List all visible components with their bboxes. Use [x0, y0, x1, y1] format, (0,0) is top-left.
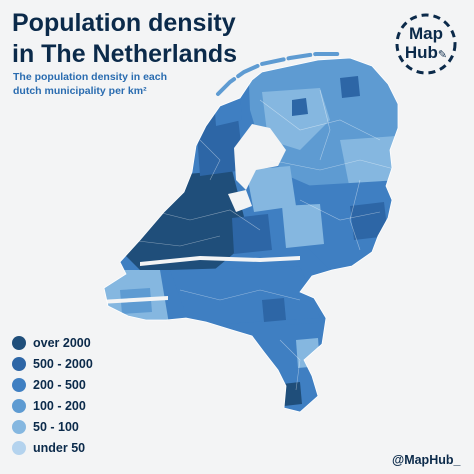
legend-item-200-500: 200 - 500	[12, 374, 93, 395]
legend-swatch	[12, 440, 26, 455]
legend-swatch	[12, 377, 26, 392]
water-markermeer	[228, 190, 252, 212]
logo-line-2-text: Hub	[404, 43, 438, 62]
water-rivers	[140, 256, 300, 266]
logo-text: Map Hub✎	[394, 24, 458, 65]
legend-label: 200 - 500	[33, 377, 86, 392]
legend-label: 500 - 2000	[33, 356, 93, 371]
region-maastricht	[282, 382, 302, 406]
region-veluwe	[282, 204, 324, 248]
legend-item-under-50: under 50	[12, 437, 93, 458]
subtitle-line-1: The population density in each	[13, 71, 168, 83]
legend-swatch	[12, 398, 26, 413]
map-title: Population density in The Netherlands	[12, 8, 237, 70]
legend-swatch	[12, 335, 26, 350]
region-randstad	[110, 170, 250, 270]
legend-label: 100 - 200	[33, 398, 86, 413]
logo-line-2: Hub✎	[394, 43, 458, 65]
legend-item-over-2000: over 2000	[12, 332, 93, 353]
region-twente	[350, 202, 388, 240]
legend-item-500-2000: 500 - 2000	[12, 353, 93, 374]
legend: over 2000 500 - 2000 200 - 500 100 - 200…	[12, 332, 93, 458]
maphub-logo: Map Hub✎	[394, 12, 458, 76]
water-ijsselmeer	[234, 124, 286, 190]
region-groningen-city	[340, 76, 360, 98]
legend-swatch	[12, 419, 26, 434]
credit-handle: @MapHub_	[392, 453, 461, 467]
logo-dashed-circle	[395, 13, 457, 75]
title-line-1: Population density	[12, 9, 236, 37]
region-eindhoven	[262, 298, 286, 322]
legend-item-100-200: 100 - 200	[12, 395, 93, 416]
region-flevoland	[246, 166, 296, 212]
map-subtitle: The population density in each dutch mun…	[13, 70, 167, 98]
legend-label: 50 - 100	[33, 419, 79, 434]
legend-label: over 2000	[33, 335, 91, 350]
subtitle-line-2: dutch municipality per km²	[13, 85, 147, 97]
region-limburg	[270, 322, 330, 412]
logo-line-1: Map	[409, 24, 443, 43]
legend-item-50-100: 50 - 100	[12, 416, 93, 437]
title-line-2: in The Netherlands	[12, 40, 238, 68]
legend-label: under 50	[33, 440, 86, 455]
region-friesland-inner	[262, 88, 330, 150]
region-brabant	[170, 266, 320, 326]
wadden-islands	[216, 52, 342, 96]
legend-swatch	[12, 356, 26, 371]
municipality-borders	[129, 89, 398, 391]
region-leeuwarden	[292, 98, 308, 116]
region-utrecht	[232, 214, 272, 254]
region-drenthe	[340, 136, 398, 190]
pencil-icon: ✎	[437, 49, 448, 61]
water-scheldt	[104, 296, 168, 304]
